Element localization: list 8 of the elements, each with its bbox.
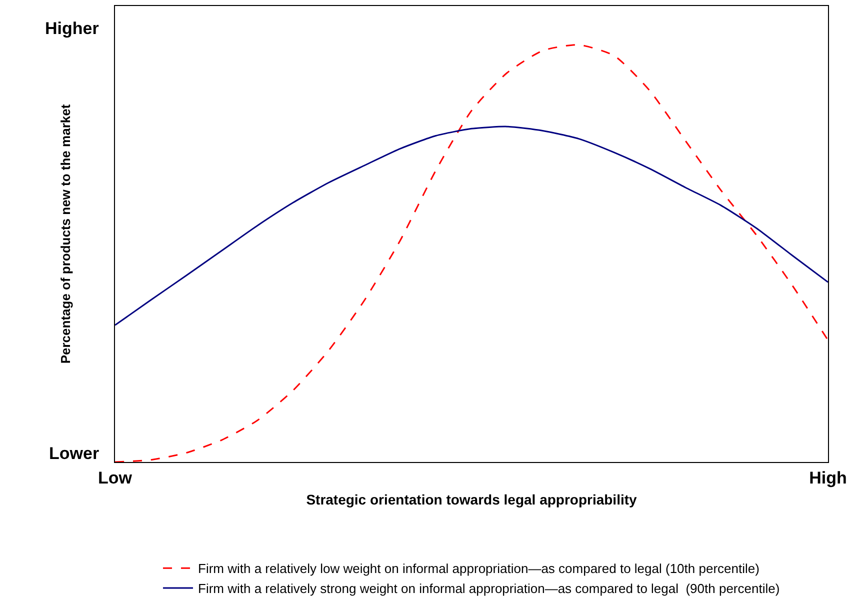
text: Lower [49,444,100,463]
x-tick-label: Low [98,468,133,488]
legend-label: Firm with a relatively strong weight on informal appropriation—as compared to legal (90th percentile) [198,581,780,596]
y-axis-title: Percentage of products new to the market [58,104,73,364]
text: Higher [45,19,100,38]
x-axis-title: Strategic orientation towards legal appropriability [306,492,638,508]
x-tick-label: High [809,468,847,488]
legend-label: Firm with a relatively low weight on informal appropriation—as compared to legal (10th percentile) [198,561,760,576]
